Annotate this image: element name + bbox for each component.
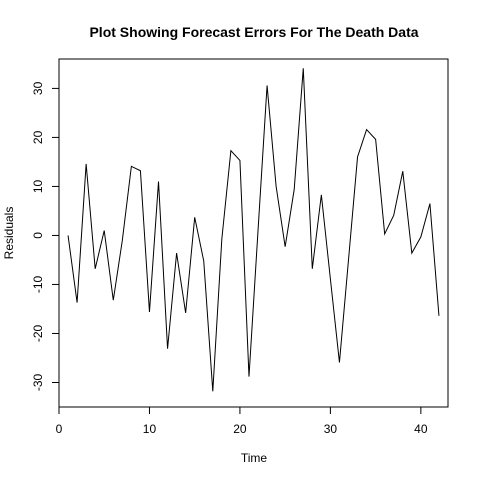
y-axis-label: Residuals xyxy=(2,207,16,260)
x-tick-label: 30 xyxy=(324,422,338,436)
x-tick-label: 40 xyxy=(414,422,428,436)
chart-title: Plot Showing Forecast Errors For The Dea… xyxy=(89,24,418,40)
x-tick-label: 10 xyxy=(143,422,157,436)
x-tick-label: 0 xyxy=(56,422,63,436)
x-tick-label: 20 xyxy=(233,422,247,436)
y-tick-label: -30 xyxy=(31,373,45,391)
y-tick-label: 10 xyxy=(31,179,45,193)
plot-frame xyxy=(58,58,449,408)
y-tick-label: -20 xyxy=(31,324,45,342)
y-tick-label: 30 xyxy=(31,81,45,95)
x-axis-label: Time xyxy=(241,451,268,465)
x-axis: 0 10 20 30 40 xyxy=(56,406,428,436)
y-tick-label: 20 xyxy=(31,130,45,144)
y-axis: -30 -20 -10 0 10 20 30 xyxy=(31,81,60,391)
y-tick-label: 0 xyxy=(31,232,45,239)
residuals-series-line xyxy=(67,68,440,392)
y-tick-label: -10 xyxy=(31,275,45,293)
